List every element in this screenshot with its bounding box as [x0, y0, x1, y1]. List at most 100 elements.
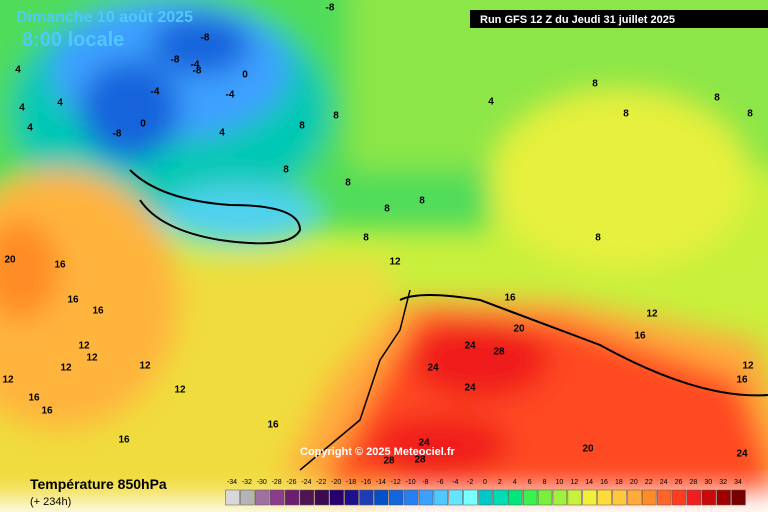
- time: 8:00 locale: [22, 29, 124, 51]
- legend-swatch: [418, 489, 434, 506]
- contour-label: 16: [118, 435, 130, 446]
- legend-level: -12: [391, 479, 401, 486]
- legend-level: 2: [498, 479, 502, 486]
- contour-label: 28: [414, 455, 426, 466]
- legend-subtitle: (+ 234h): [30, 496, 71, 508]
- contour-label: -8: [201, 33, 210, 44]
- contour-label: 8: [747, 109, 753, 120]
- contour-label: 28: [493, 347, 505, 358]
- contour-label: 4: [19, 103, 25, 114]
- map-background: [0, 0, 768, 500]
- legend-swatch: [493, 489, 508, 506]
- contour-label: 24: [427, 363, 439, 374]
- legend-level: 0: [483, 479, 487, 486]
- contour-label: 24: [736, 449, 748, 460]
- contour-label: 16: [54, 260, 66, 271]
- legend-level: -24: [301, 479, 311, 486]
- contour-label: 16: [28, 393, 40, 404]
- legend-level: 10: [556, 479, 564, 486]
- legend-swatch: [433, 489, 449, 506]
- contour-label: 16: [92, 306, 104, 317]
- legend-swatch: [448, 489, 463, 506]
- contour-label: 20: [4, 255, 16, 266]
- contour-label: 4: [15, 65, 21, 76]
- legend-level: 22: [645, 479, 653, 486]
- legend-level: 16: [600, 479, 608, 486]
- contour-label: -4: [191, 60, 200, 71]
- contour-label: 20: [582, 444, 594, 455]
- contour-label: 12: [60, 363, 72, 374]
- legend-level: 12: [570, 479, 578, 486]
- contour-label: 12: [2, 375, 14, 386]
- legend-swatch: [403, 489, 419, 506]
- contour-label: 16: [736, 375, 748, 386]
- legend-level: -16: [361, 479, 371, 486]
- contour-label: -8: [113, 129, 122, 140]
- contour-labels: -8-8-8 -4-8-4 -400-84444488888881216202428…: [2, 3, 754, 467]
- legend-level: 26: [675, 479, 683, 486]
- legend-swatch: [269, 489, 285, 506]
- legend-level: -32: [242, 479, 252, 486]
- legend-level: 14: [585, 479, 593, 486]
- contour-label: 12: [742, 361, 754, 372]
- contour-label: 0: [140, 119, 146, 130]
- contour-label: 24: [464, 341, 476, 352]
- contour-label: 12: [86, 353, 98, 364]
- legend-swatch: [582, 489, 597, 506]
- contour-label: 4: [27, 123, 33, 134]
- contour-label: 0: [242, 70, 248, 81]
- contour-label: 12: [389, 257, 401, 268]
- contour-label: 28: [383, 456, 395, 467]
- legend-swatch: [329, 489, 344, 506]
- legend-level: 24: [660, 479, 668, 486]
- contour-label: 12: [78, 341, 90, 352]
- legend-level: 32: [719, 479, 727, 486]
- legend-level: -18: [346, 479, 356, 486]
- legend-level: 6: [528, 479, 532, 486]
- legend-swatch: [686, 489, 702, 506]
- contour-label: 12: [646, 309, 658, 320]
- legend-level: 30: [704, 479, 712, 486]
- contour-label: 8: [592, 79, 598, 90]
- legend-swatch: [642, 489, 657, 506]
- legend-swatch: [374, 489, 389, 506]
- legend-level: 18: [615, 479, 623, 486]
- legend-swatch: [731, 489, 746, 506]
- contour-label: 8: [299, 121, 305, 132]
- legend-swatch: [522, 489, 538, 506]
- legend-swatch: [255, 489, 270, 506]
- legend-level: -2: [467, 479, 473, 486]
- contour-label: 8: [345, 178, 351, 189]
- legend-swatch: [612, 489, 627, 506]
- legend-swatch: [567, 489, 582, 506]
- legend-level: -30: [257, 479, 267, 486]
- contour-label: 8: [714, 93, 720, 104]
- legend-level: -10: [406, 479, 416, 486]
- legend-level: -14: [376, 479, 386, 486]
- legend-level: -26: [286, 479, 296, 486]
- legend-swatch: [240, 489, 255, 506]
- contour-label: -4: [151, 87, 160, 98]
- run-box: [470, 10, 768, 28]
- legend-swatch: [389, 489, 404, 506]
- contour-label: -4: [226, 90, 235, 101]
- legend-level: 20: [630, 479, 638, 486]
- run-info: Run GFS 12 Z du Jeudi 31 juillet 2025: [480, 14, 675, 26]
- contour-label: 16: [267, 420, 279, 431]
- contour-label: 8: [595, 233, 601, 244]
- legend-level: 4: [513, 479, 517, 486]
- legend-swatch: [671, 489, 687, 506]
- contour-label: -8: [171, 55, 180, 66]
- legend-swatch: [225, 489, 240, 506]
- contour-label: 4: [57, 98, 63, 109]
- legend-level: -20: [331, 479, 341, 486]
- contour-label: 8: [363, 233, 369, 244]
- legend-level: 8: [543, 479, 547, 486]
- contour-label: 4: [219, 128, 225, 139]
- legend-swatch: [359, 489, 374, 506]
- contour-label: -8: [326, 3, 335, 14]
- contour-label: 4: [488, 97, 494, 108]
- legend-swatch: [463, 489, 478, 506]
- legend-swatch: [656, 489, 672, 506]
